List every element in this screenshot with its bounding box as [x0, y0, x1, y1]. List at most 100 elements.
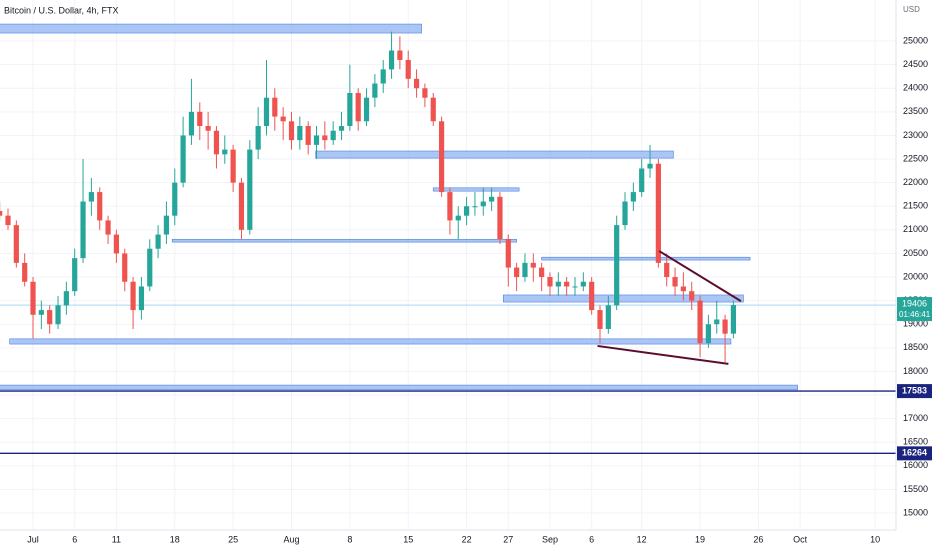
candle-body: [230, 149, 236, 183]
x-tick-label: 26: [753, 534, 763, 544]
candle-body: [197, 111, 203, 127]
candle-body: [555, 281, 561, 287]
candle-body: [213, 130, 220, 155]
y-tick-label: 25000: [903, 35, 928, 45]
y-tick-label: 20000: [903, 271, 928, 281]
candle-body: [22, 262, 28, 282]
y-tick-label: 24000: [903, 83, 928, 93]
y-tick-label: 18500: [903, 342, 928, 352]
candle-body: [55, 305, 61, 325]
candle-body: [338, 126, 345, 131]
candle-body: [188, 111, 195, 136]
x-tick-label: 25: [228, 534, 238, 544]
zone: [0, 23, 422, 34]
zone: [502, 294, 744, 303]
candle-body: [730, 305, 737, 334]
x-tick-label: 27: [503, 534, 513, 544]
candle-body: [72, 258, 78, 292]
candle-body: [614, 225, 620, 306]
candle-body: [430, 97, 436, 122]
candle-body: [80, 201, 86, 259]
x-tick-label: 15: [403, 534, 413, 544]
x-tick-label: Oct: [793, 534, 808, 544]
y-tick-label: 17000: [903, 413, 928, 423]
y-tick-label: 24500: [903, 59, 928, 69]
x-tick-label: 6: [72, 534, 77, 544]
candle-body: [672, 277, 678, 287]
zone: [315, 150, 674, 159]
y-tick-label: 21500: [903, 201, 928, 211]
candle-body: [305, 126, 311, 145]
candle-body: [413, 78, 420, 89]
plot: [0, 23, 896, 455]
candle-body: [530, 262, 536, 268]
candle-body: [547, 277, 553, 287]
candle-body: [605, 305, 611, 329]
candle-body: [0, 210, 3, 216]
candle-body: [722, 319, 728, 334]
x-tick-label: Jul: [27, 534, 39, 544]
trendline: [597, 344, 729, 365]
candle-body: [322, 135, 328, 141]
zone: [171, 238, 517, 243]
zone: [9, 338, 732, 345]
y-tick-label: 23000: [903, 130, 928, 140]
price-line-label: 17583: [902, 385, 927, 395]
candle-body: [238, 182, 245, 230]
candle-body: [205, 126, 211, 131]
candle-body: [172, 182, 178, 216]
candle-body: [497, 196, 503, 240]
candle-body: [572, 286, 578, 288]
x-tick-label: 19: [695, 534, 705, 544]
candle-body: [380, 69, 386, 84]
candle-body: [272, 97, 278, 117]
candle-body: [255, 126, 261, 150]
price-line-label: 16264: [902, 448, 927, 458]
y-tick-label: 23500: [903, 106, 928, 116]
candle-body: [347, 92, 353, 127]
candle-body: [388, 50, 395, 70]
candle-body: [363, 97, 370, 122]
candle-body: [180, 135, 186, 183]
candle-body: [655, 163, 661, 263]
candle-body: [122, 253, 128, 282]
candle-body: [138, 286, 145, 311]
candle-body: [113, 234, 119, 254]
candle-body: [13, 225, 19, 263]
candle-body: [47, 310, 53, 325]
candle-body: [5, 215, 11, 226]
x-tick-label: Aug: [283, 534, 299, 544]
candle-body: [489, 196, 495, 202]
x-tick-label: 11: [112, 534, 121, 544]
candle-body: [297, 126, 303, 141]
zone: [541, 256, 751, 261]
zone: [0, 384, 798, 391]
x-tick-label: 18: [170, 534, 180, 544]
y-tick-label: 20500: [903, 248, 928, 258]
candle-body: [714, 319, 720, 325]
candle-body: [647, 163, 653, 169]
candle-body: [539, 267, 545, 278]
candle-body: [622, 201, 628, 226]
candle-body: [505, 239, 511, 268]
candle-body: [422, 88, 428, 98]
x-tick-label: 12: [637, 534, 647, 544]
candle-body: [222, 149, 228, 155]
price-line-label-bg: [897, 384, 932, 399]
y-tick-label: 19000: [903, 319, 928, 329]
y-tick-label: 22000: [903, 177, 928, 187]
countdown-label: 01:46:41: [899, 310, 931, 319]
candle-body: [105, 220, 111, 235]
y-tick-label: 15500: [903, 484, 928, 494]
candle-body: [30, 281, 36, 315]
last-price-label-bg: [897, 297, 932, 322]
candle-body: [263, 97, 270, 127]
candle-body: [313, 135, 320, 145]
candle-body: [522, 262, 528, 278]
x-tick-label: Sep: [542, 534, 558, 544]
candle-body: [405, 59, 411, 79]
candle-body: [689, 291, 695, 301]
